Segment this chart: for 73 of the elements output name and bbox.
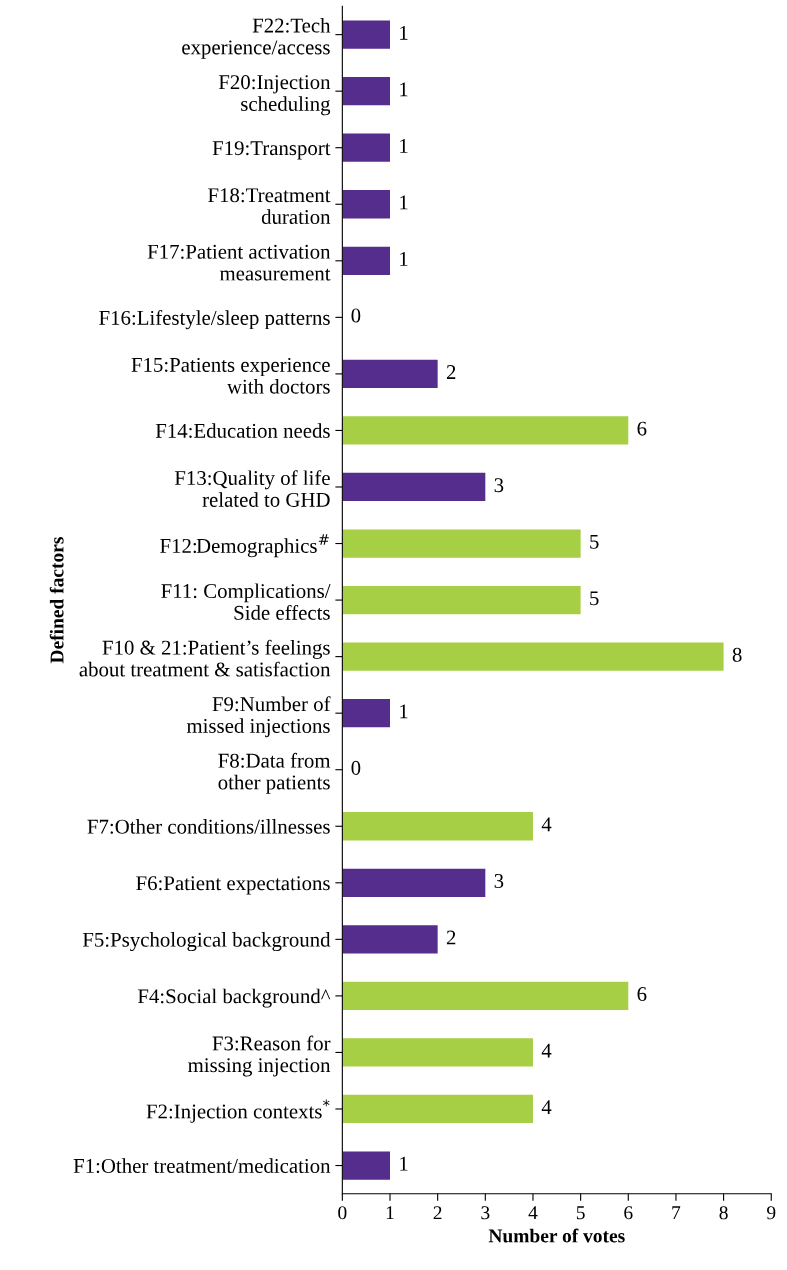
data-label: 2 xyxy=(446,365,456,379)
x-tick-label: 5 xyxy=(576,1206,585,1220)
bar xyxy=(342,812,533,841)
data-label: 4 xyxy=(541,1043,552,1058)
y-axis-title: Defined factors xyxy=(49,537,64,664)
bar xyxy=(342,77,390,106)
bar xyxy=(342,359,438,389)
y-tick-label: F22:Tech experience/access xyxy=(182,17,331,59)
y-tick-label: F20:Injection scheduling xyxy=(218,75,331,116)
bar xyxy=(342,925,438,954)
data-label: 0 xyxy=(351,760,361,775)
y-tick-label: F9:Number of missed injections xyxy=(186,696,331,738)
x-tick-label: 2 xyxy=(433,1206,442,1220)
bar xyxy=(342,1151,390,1180)
y-tick-label: F11: Complications/ Side effects xyxy=(161,583,331,620)
bar xyxy=(342,20,390,49)
y-tick-label: F4:Social background^ xyxy=(137,988,331,1008)
y-tick-label: F19:Transport xyxy=(212,141,331,160)
x-tick-label: 1 xyxy=(386,1206,394,1220)
data-label: 1 xyxy=(400,25,408,40)
data-label: 0 xyxy=(351,308,361,323)
data-label: 1 xyxy=(400,252,408,266)
y-tick-label: F7:Other conditions/illnesses xyxy=(87,819,330,834)
bar xyxy=(342,529,581,558)
y-tick-label: F17:Patient activation measurement xyxy=(147,244,331,281)
bar xyxy=(342,133,390,162)
y-tick-label: F15:Patients experience with doctors xyxy=(131,357,330,394)
bar xyxy=(342,981,629,1011)
bar xyxy=(342,1094,533,1124)
y-tick-label: F3:Reason for missing injection xyxy=(188,1035,331,1077)
data-label: 1 xyxy=(400,195,408,210)
data-label: 4 xyxy=(541,1100,552,1114)
y-tick-label: F14:Education needs xyxy=(155,423,330,438)
data-label: 5 xyxy=(590,534,599,549)
y-tick-label: F5:Psychological background xyxy=(82,932,331,952)
data-label: 3 xyxy=(494,874,504,889)
bar xyxy=(342,585,581,615)
x-tick-label: 6 xyxy=(624,1206,633,1220)
data-label: 6 xyxy=(637,421,647,436)
y-tick-label: F6:Patient expectations xyxy=(136,876,330,895)
data-label: 1 xyxy=(400,1156,408,1171)
y-tick-label: F10 & 21:Patient’s feelings about treatment & satisfaction xyxy=(79,639,331,677)
y-tick-label: F13:Quality of life related to GHD xyxy=(174,470,330,507)
x-tick-label: 8 xyxy=(719,1206,728,1220)
y-tick-label: F8:Data from other patients xyxy=(218,752,331,794)
x-tick-label: 4 xyxy=(528,1206,538,1220)
data-label: 3 xyxy=(494,478,504,493)
x-tick-label: 3 xyxy=(481,1206,490,1220)
bar xyxy=(342,472,486,502)
bar xyxy=(342,642,724,671)
bar xyxy=(342,1038,533,1067)
data-label: 5 xyxy=(590,591,599,606)
data-label: 1 xyxy=(400,138,408,153)
x-tick-label: 9 xyxy=(767,1206,776,1220)
x-axis-title: Number of votes xyxy=(488,1228,625,1243)
y-tick-label: F12:Demographics$^{#}$ xyxy=(160,534,329,558)
data-label: 1 xyxy=(400,82,408,97)
y-tick-label: F18:Treatment duration xyxy=(208,188,331,225)
y-tick-label: F1:Other treatment/medication xyxy=(73,1158,331,1174)
data-label: 6 xyxy=(637,987,647,1002)
y-tick-label: F2:Injection contexts$^{*}$ xyxy=(146,1099,330,1123)
x-tick-label: 0 xyxy=(338,1206,347,1220)
bar xyxy=(342,416,629,445)
data-label: 1 xyxy=(400,704,408,719)
x-tick-label: 7 xyxy=(672,1206,681,1220)
data-label: 4 xyxy=(541,817,552,832)
bar xyxy=(342,190,390,219)
bar xyxy=(342,246,390,275)
bar xyxy=(342,699,390,728)
data-label: 2 xyxy=(446,930,456,945)
bar xyxy=(342,868,486,897)
data-label: 8 xyxy=(732,647,742,662)
y-tick-label: F16:Lifestyle/sleep patterns xyxy=(99,310,330,330)
